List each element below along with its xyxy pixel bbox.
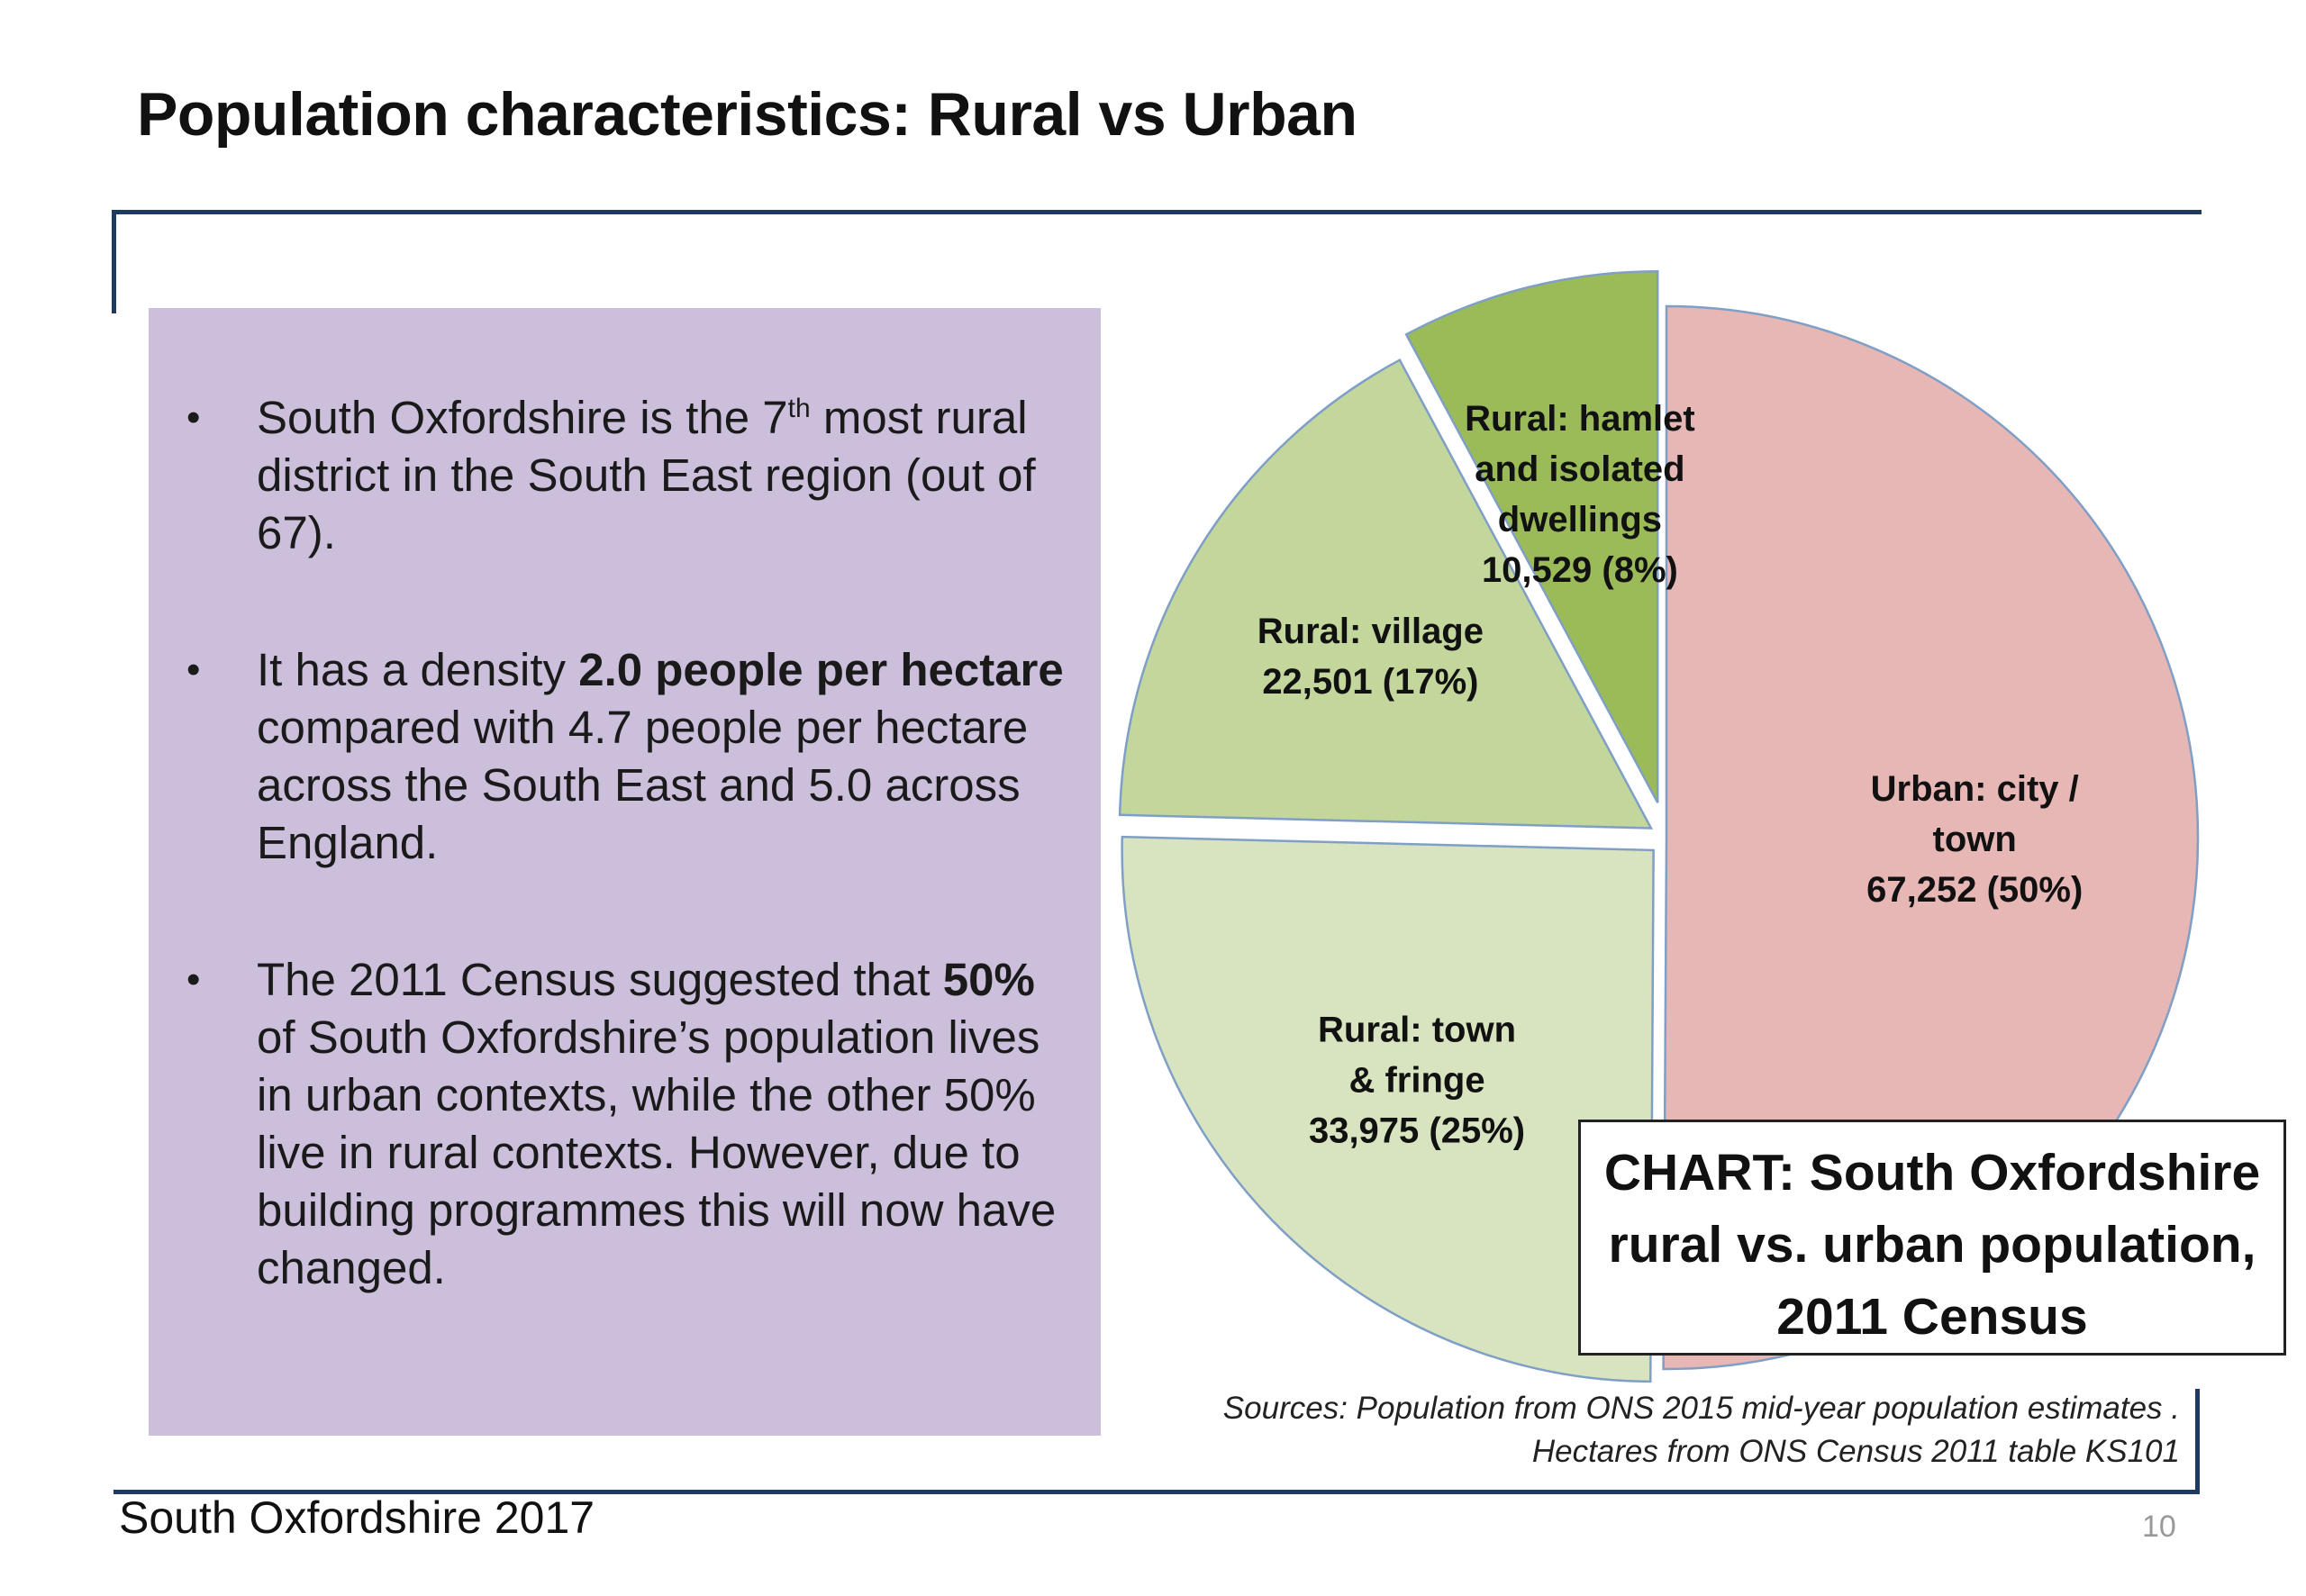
bullet-text: South Oxfordshire is the 7	[257, 392, 788, 443]
slice-label-line: 33,975 (25%)	[1309, 1111, 1525, 1151]
bullet-dot: •	[186, 957, 201, 1002]
top-rule	[113, 210, 2202, 214]
slice-label-line: Rural: town	[1318, 1011, 1516, 1050]
bullet-list: • South Oxfordshire is the 7th most rural…	[167, 389, 1076, 1376]
slice-label: Rural: town & fringe 33,975 (25%)	[1309, 1011, 1525, 1151]
chart-title-line: rural vs. urban population,	[1608, 1216, 2256, 1274]
bullet-text: most rural district in the South East re…	[257, 392, 1036, 558]
bullet-text: It has a density	[257, 644, 579, 695]
slice-label-line: Urban: city /	[1871, 769, 2079, 809]
bullet-text: The 2011 Census suggested that	[257, 954, 943, 1005]
slice-label-line: town	[1933, 820, 2017, 859]
sources-line: Hectares from ONS Census 2011 table KS10…	[1531, 1434, 2180, 1469]
bullet-item: • South Oxfordshire is the 7th most rural…	[167, 389, 1076, 562]
slice-label-line: Rural: village	[1257, 612, 1484, 651]
pie-slice	[1118, 358, 1654, 830]
slice-label-line: dwellings	[1498, 500, 1662, 540]
left-rule	[112, 210, 116, 313]
slice-label-line: 67,252 (50%)	[1866, 870, 2083, 910]
chart-title-line: CHART: South Oxfordshire	[1603, 1144, 2261, 1202]
bullet-bold-text: 50%	[942, 954, 1035, 1005]
pie-chart: Urban: city / town 67,252 (50%) Rural: town…	[1118, 269, 2200, 1383]
bullet-dot: •	[186, 395, 201, 440]
slide-title: Population characteristics: Rural vs Urb…	[137, 80, 1357, 149]
bullet-item: • The 2011 Census suggested that 50% of S…	[167, 951, 1076, 1297]
slice-label: Rural: village 22,501 (17%)	[1257, 612, 1484, 702]
slice-label-line: 22,501 (17%)	[1262, 662, 1478, 702]
pie-slice	[1404, 269, 1659, 803]
footer-text: South Oxfordshire 2017	[119, 1492, 595, 1543]
right-rule	[2195, 1389, 2200, 1493]
slice-label-line: 10,529 (8%)	[1482, 550, 1678, 590]
slice-label-line: Rural: hamlet	[1465, 399, 1695, 439]
slice-label: Rural: hamlet and isolated dwellings 10,529…	[1465, 399, 1695, 590]
chart-title-line: 2011 Census	[1776, 1288, 2088, 1346]
bullet-superscript: th	[787, 394, 811, 423]
sources-note: Sources: Population from ONS 2015 mid-ye…	[1099, 1387, 2180, 1474]
slice-label-line: & fringe	[1348, 1061, 1484, 1101]
bullet-item: • It has a density 2.0 people per hectare…	[167, 641, 1076, 872]
chart-title-box: CHART: South Oxfordshire rural vs. urban…	[1578, 1120, 2286, 1356]
info-panel: • South Oxfordshire is the 7th most rural…	[149, 308, 1101, 1436]
slice-label-line: and isolated	[1475, 449, 1684, 489]
pie-slice	[1121, 835, 1655, 1383]
bullet-text: compared with 4.7 people per hectare acr…	[257, 702, 1029, 868]
page-number: 10	[2142, 1510, 2176, 1544]
bullet-text: of South Oxfordshire’s population lives …	[257, 1011, 1057, 1293]
bottom-rule	[113, 1490, 2200, 1494]
bullet-bold-text: 2.0 people per hectare	[578, 644, 1064, 695]
slice-label: Urban: city / town 67,252 (50%)	[1866, 769, 2083, 910]
bullet-dot: •	[186, 648, 201, 692]
sources-line: Sources: Population from ONS 2015 mid-ye…	[1222, 1391, 2180, 1426]
